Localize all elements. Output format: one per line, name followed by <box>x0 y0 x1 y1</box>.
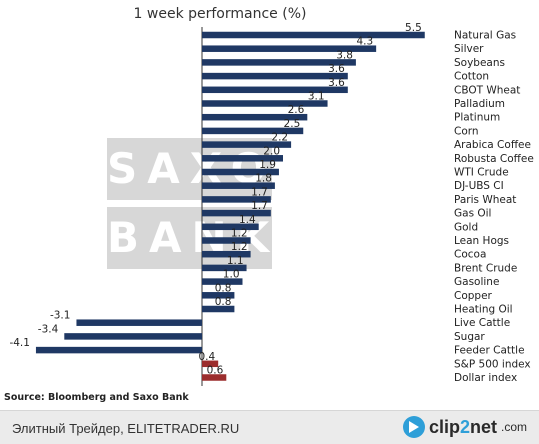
bar-12 <box>202 196 271 203</box>
bar-2 <box>202 59 356 66</box>
bar-19 <box>202 292 235 299</box>
bar-23 <box>35 346 203 354</box>
value-label-8: 2.2 <box>271 132 288 144</box>
value-label-21: -3.1 <box>50 310 71 322</box>
category-label-3: Cotton <box>454 71 489 83</box>
bar-9 <box>202 155 283 162</box>
bar-8 <box>202 141 292 148</box>
value-label-22: -3.4 <box>38 323 59 335</box>
value-label-25: 0.6 <box>207 365 224 377</box>
bar-5 <box>202 100 328 107</box>
value-label-10: 1.9 <box>259 159 276 171</box>
bar-17 <box>202 264 247 272</box>
value-label-14: 1.4 <box>239 214 256 226</box>
category-label-21: Live Cattle <box>454 317 510 329</box>
category-label-15: Lean Hogs <box>454 235 509 247</box>
value-label-23: -4.1 <box>9 337 30 349</box>
category-label-10: WTI Crude <box>454 167 509 179</box>
value-label-11: 1.8 <box>255 173 272 185</box>
bar-7 <box>202 127 304 135</box>
value-label-5: 3.1 <box>308 91 325 103</box>
value-label-19: 0.8 <box>215 282 232 294</box>
category-label-14: Gold <box>454 221 478 233</box>
category-label-2: Soybeans <box>454 57 505 69</box>
value-label-6: 2.6 <box>288 104 305 116</box>
category-label-7: Corn <box>454 125 479 137</box>
category-label-1: Silver <box>454 43 484 55</box>
category-label-5: Palladium <box>454 98 505 110</box>
bar-16 <box>202 250 251 258</box>
clip2net-logo[interactable]: clip2net .com <box>402 416 527 438</box>
value-label-0: 5.5 <box>405 22 422 34</box>
footer-bar: Элитный Трейдер, ELITETRADER.RU clip2net… <box>0 410 539 444</box>
value-label-18: 1.0 <box>223 269 240 281</box>
value-label-2: 3.8 <box>336 49 353 61</box>
category-label-13: Gas Oil <box>454 208 491 220</box>
value-label-9: 2.0 <box>263 145 280 157</box>
category-label-16: Cocoa <box>454 249 486 261</box>
clip2net-logo-icon <box>402 416 425 438</box>
value-label-12: 1.7 <box>251 186 268 198</box>
category-label-18: Gasoline <box>454 276 499 288</box>
chart-area: 1 week performance (%) SAXO BANK 5.5 Natu… <box>4 6 534 403</box>
bar-11 <box>202 182 275 189</box>
category-label-4: CBOT Wheat <box>454 84 520 96</box>
value-label-7: 2.5 <box>284 118 301 130</box>
site-credit: Элитный Трейдер, ELITETRADER.RU <box>12 421 240 436</box>
clip2net-logo-suffix: .com <box>500 420 527 434</box>
source-note: Source: Bloomberg and Saxo Bank <box>4 392 189 403</box>
bar-1 <box>202 45 377 52</box>
value-label-15: 1.2 <box>231 228 248 240</box>
bar-21 <box>76 319 202 326</box>
bar-chart: 5.5 Natural Gas 4.3 Silver 3.8 Soybeans 3.6 Cot… <box>9 22 534 386</box>
category-label-11: DJ-UBS CI <box>454 180 504 192</box>
value-label-17: 1.1 <box>227 255 244 267</box>
bar-15 <box>202 237 251 244</box>
bar-6 <box>202 113 308 121</box>
bar-4 <box>202 86 348 94</box>
category-label-25: Dollar index <box>454 372 517 384</box>
category-label-12: Paris Wheat <box>454 194 516 206</box>
category-label-23: Feeder Cattle <box>454 345 525 357</box>
clip2net-logo-text: clip2net <box>428 416 497 437</box>
bar-13 <box>202 209 271 217</box>
category-label-9: Robusta Coffee <box>454 153 534 165</box>
category-label-22: Sugar <box>454 331 485 343</box>
bar-14 <box>202 223 259 231</box>
value-label-3: 3.6 <box>328 63 345 75</box>
category-label-17: Brent Crude <box>454 262 517 274</box>
bar-25 <box>202 374 227 381</box>
category-label-20: Heating Oil <box>454 304 513 316</box>
category-label-0: Natural Gas <box>454 30 516 42</box>
bar-3 <box>202 72 348 80</box>
value-label-20: 0.8 <box>215 296 232 308</box>
bar-24 <box>202 360 219 368</box>
value-label-24: 0.4 <box>198 351 215 363</box>
bar-20 <box>202 305 235 313</box>
value-label-16: 1.2 <box>231 241 248 253</box>
value-label-4: 3.6 <box>328 77 345 89</box>
bar-10 <box>202 168 279 176</box>
category-label-8: Arabica Coffee <box>454 139 531 151</box>
value-label-13: 1.7 <box>251 200 268 212</box>
category-label-24: S&P 500 index <box>454 358 531 370</box>
bar-18 <box>202 278 243 285</box>
category-label-19: Copper <box>454 290 493 302</box>
value-label-1: 4.3 <box>356 36 373 48</box>
bar-0 <box>202 31 425 39</box>
bar-22 <box>64 333 202 340</box>
chart-title: 1 week performance (%) <box>133 6 307 22</box>
category-label-6: Platinum <box>454 112 500 124</box>
